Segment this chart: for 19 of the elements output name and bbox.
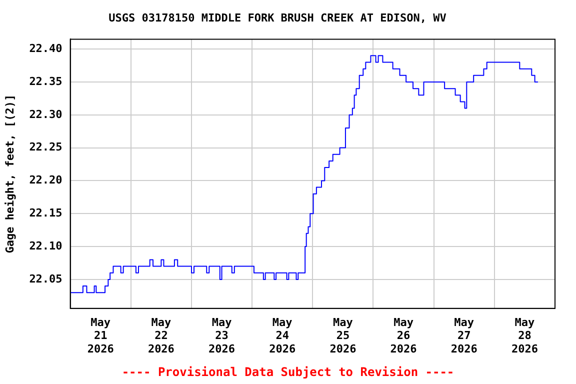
y-tick-label: 22.15 — [29, 206, 62, 220]
y-tick-label: 22.25 — [29, 140, 62, 154]
x-tick-label: May 27 2026 — [450, 316, 478, 356]
y-tick-label: 22.35 — [29, 74, 62, 88]
x-tick-label: May 28 2026 — [511, 316, 538, 356]
x-tick-label: May 24 2026 — [269, 316, 296, 356]
y-tick-label: 22.10 — [29, 239, 62, 252]
y-tick-label: 22.05 — [29, 272, 62, 286]
chart-title: USGS 03178150 MIDDLE FORK BRUSH CREEK AT EDISON, WV — [108, 11, 447, 24]
x-tick-label: May 25 2026 — [330, 316, 357, 356]
y-tick-label: 22.30 — [29, 108, 62, 121]
x-tick-label: May 23 2026 — [208, 316, 236, 356]
y-tick-label: 22.40 — [29, 42, 62, 55]
y-axis-title: Gage height, feet, [(2)] — [3, 94, 16, 254]
x-tick-label: May 26 2026 — [390, 316, 418, 356]
x-tick-label: May 21 2026 — [87, 316, 114, 356]
y-tick-label: 22.20 — [29, 174, 62, 187]
text: ---- Provisional Data Subject to Revision ---- — [120, 365, 456, 379]
x-tick-label: May 22 2026 — [148, 316, 175, 356]
